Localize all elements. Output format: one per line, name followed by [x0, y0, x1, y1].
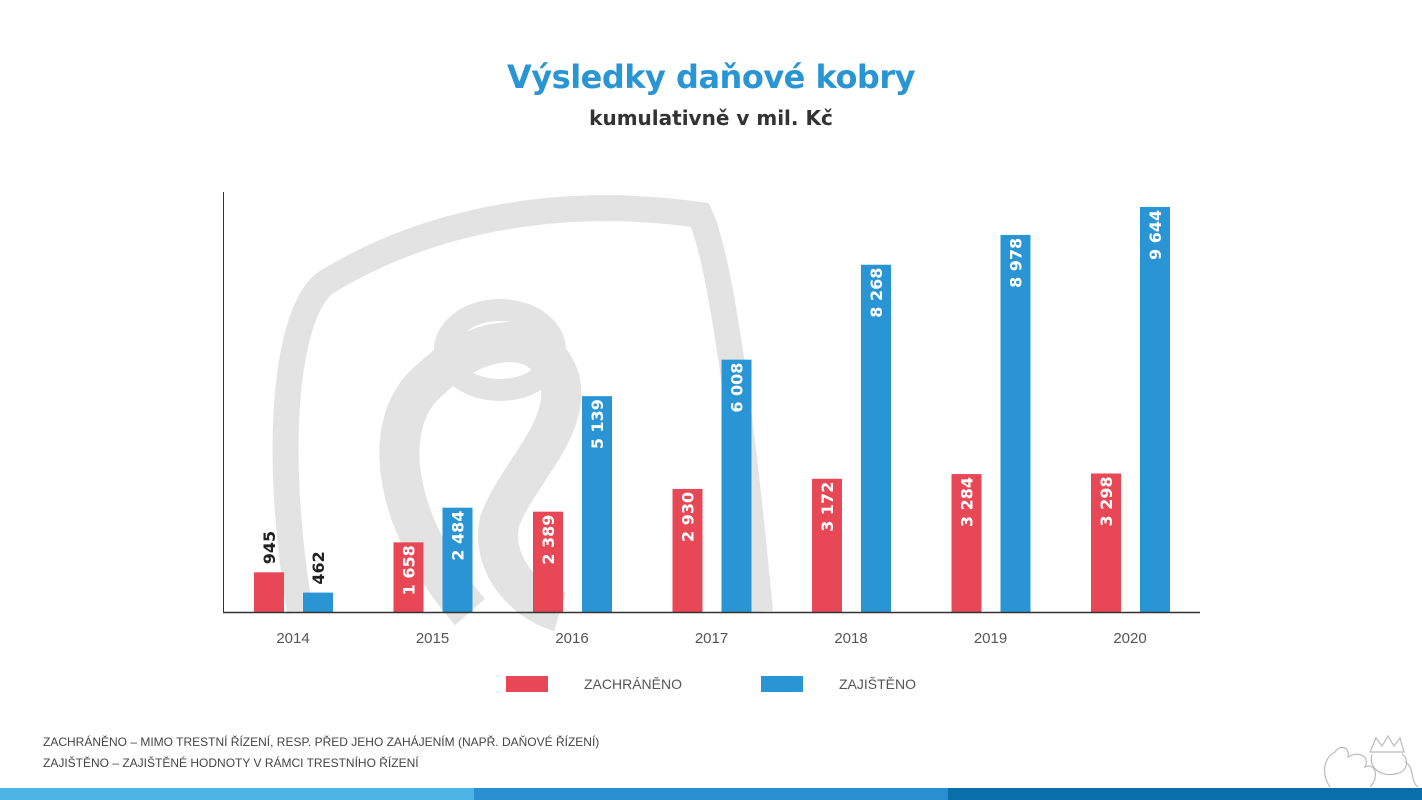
data-label: 8 268 [867, 268, 886, 318]
legend-item-zachraneno: ZACHRÁNĚNO [506, 676, 682, 692]
footnote: ZAJIŠTĚNO – ZAJIŠTĚNÉ HODNOTY V RÁMCI TR… [43, 756, 419, 770]
bar-zachraneno-2019 [951, 474, 982, 612]
footer-segment [0, 788, 474, 800]
bar-chart: 2014 945 462 2015 1 658 2 484 2016 2 389 5 139 20… [223, 192, 1200, 647]
legend-swatch [761, 676, 803, 692]
x-tick-label: 2015 [416, 630, 449, 647]
data-label: 1 658 [400, 545, 419, 595]
data-label: 462 [309, 551, 328, 584]
data-label: 945 [260, 531, 279, 564]
data-label: 9 644 [1146, 210, 1165, 260]
data-label: 2 484 [449, 511, 468, 561]
data-label: 2 930 [679, 492, 698, 542]
legend-item-zajisteno: ZAJIŠTĚNO [761, 676, 916, 692]
bar-zachraneno-2015 [393, 542, 424, 612]
bar-zajisteno-2017 [721, 359, 752, 612]
footnote: ZACHRÁNĚNO – MIMO TRESTNÍ ŘÍZENÍ, RESP. … [43, 735, 600, 749]
x-tick-label: 2014 [276, 630, 309, 647]
x-tick-label: 2017 [695, 630, 728, 647]
data-label: 3 298 [1097, 476, 1116, 526]
legend-label: ZACHRÁNĚNO [584, 676, 683, 692]
chart-subtitle: kumulativně v mil. Kč [589, 106, 833, 130]
data-label: 8 978 [1007, 238, 1026, 288]
bar-zajisteno-2014 [303, 592, 333, 612]
data-label: 6 008 [728, 363, 747, 413]
x-tick-label: 2019 [974, 630, 1007, 647]
bar-zachraneno-2018 [812, 478, 842, 612]
footer-segment [474, 788, 948, 800]
data-label: 5 139 [588, 399, 607, 449]
chart-title: Výsledky daňové kobry [507, 58, 915, 96]
bar-zachraneno-2017 [672, 488, 703, 612]
footer-segment [948, 788, 1422, 800]
legend-label: ZAJIŠTĚNO [839, 676, 917, 692]
bar-zachraneno-2016 [533, 511, 563, 612]
footnotes: ZACHRÁNĚNO – MIMO TRESTNÍ ŘÍZENÍ, RESP. … [43, 732, 599, 774]
x-tick-label: 2020 [1113, 630, 1146, 647]
bar-zajisteno-2019 [1000, 234, 1031, 612]
bar-zachraneno-2020 [1091, 473, 1121, 612]
bar-zajisteno-2018 [861, 264, 891, 612]
bar-zachraneno-2014 [254, 572, 284, 612]
data-label: 2 389 [539, 515, 558, 565]
bar-zajisteno-2015 [442, 507, 473, 612]
data-label: 3 172 [818, 482, 837, 532]
bar-zajisteno-2016 [582, 396, 612, 612]
lion-emblem-icon [1323, 734, 1419, 788]
data-label: 3 284 [958, 477, 977, 527]
x-tick-label: 2018 [834, 630, 867, 647]
x-tick-label: 2016 [555, 630, 588, 647]
bar-zajisteno-2020 [1140, 206, 1170, 612]
legend-swatch [506, 676, 548, 692]
